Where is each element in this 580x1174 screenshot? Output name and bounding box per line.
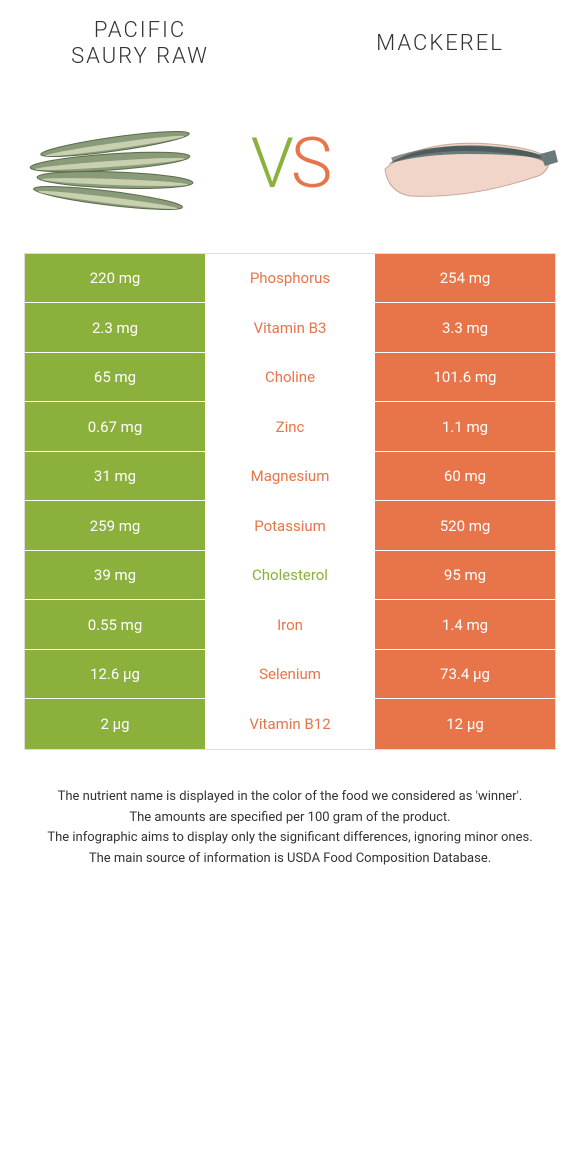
left-food-title: PACIFIC SAURY RAW bbox=[40, 18, 240, 71]
left-food-image bbox=[20, 99, 210, 229]
footer-line-2: The amounts are specified per 100 gram o… bbox=[36, 809, 544, 828]
footer-notes: The nutrient name is displayed in the co… bbox=[36, 788, 544, 869]
table-row: 65 mgCholine101.6 mg bbox=[25, 353, 555, 403]
footer-line-1: The nutrient name is displayed in the co… bbox=[36, 788, 544, 807]
left-value: 31 mg bbox=[25, 452, 205, 501]
left-value: 220 mg bbox=[25, 254, 205, 303]
left-value: 259 mg bbox=[25, 501, 205, 550]
left-value: 12.6 µg bbox=[25, 650, 205, 699]
left-value: 2.3 mg bbox=[25, 303, 205, 352]
right-value: 101.6 mg bbox=[375, 353, 555, 402]
footer-line-4: The main source of information is USDA F… bbox=[36, 850, 544, 869]
images-row: VS bbox=[0, 83, 580, 253]
table-row: 2.3 mgVitamin B33.3 mg bbox=[25, 303, 555, 353]
right-value: 254 mg bbox=[375, 254, 555, 303]
table-row: 39 mgCholesterol95 mg bbox=[25, 551, 555, 601]
table-row: 0.55 mgIron1.4 mg bbox=[25, 600, 555, 650]
right-value: 73.4 µg bbox=[375, 650, 555, 699]
vs-label: VS bbox=[251, 123, 330, 205]
vs-s-letter: S bbox=[291, 123, 330, 205]
nutrient-label: Zinc bbox=[205, 402, 375, 451]
right-value: 1.1 mg bbox=[375, 402, 555, 451]
nutrient-label: Vitamin B12 bbox=[205, 699, 375, 749]
right-value: 95 mg bbox=[375, 551, 555, 600]
table-row: 12.6 µgSelenium73.4 µg bbox=[25, 650, 555, 700]
footer-line-3: The infographic aims to display only the… bbox=[36, 829, 544, 848]
right-value: 1.4 mg bbox=[375, 600, 555, 649]
nutrient-label: Cholesterol bbox=[205, 551, 375, 600]
nutrient-label: Magnesium bbox=[205, 452, 375, 501]
table-row: 259 mgPotassium520 mg bbox=[25, 501, 555, 551]
left-value: 65 mg bbox=[25, 353, 205, 402]
left-value: 39 mg bbox=[25, 551, 205, 600]
nutrient-label: Vitamin B3 bbox=[205, 303, 375, 352]
header: PACIFIC SAURY RAW MACKEREL bbox=[0, 0, 580, 83]
nutrient-label: Iron bbox=[205, 600, 375, 649]
left-value: 0.67 mg bbox=[25, 402, 205, 451]
table-row: 31 mgMagnesium60 mg bbox=[25, 452, 555, 502]
table-row: 0.67 mgZinc1.1 mg bbox=[25, 402, 555, 452]
left-value: 2 µg bbox=[25, 699, 205, 749]
left-value: 0.55 mg bbox=[25, 600, 205, 649]
nutrient-table: 220 mgPhosphorus254 mg2.3 mgVitamin B33.… bbox=[24, 253, 556, 750]
right-value: 520 mg bbox=[375, 501, 555, 550]
nutrient-label: Phosphorus bbox=[205, 254, 375, 303]
right-food-image bbox=[370, 99, 560, 229]
right-value: 12 µg bbox=[375, 699, 555, 749]
right-food-title: MACKEREL bbox=[340, 31, 540, 57]
right-value: 3.3 mg bbox=[375, 303, 555, 352]
nutrient-label: Selenium bbox=[205, 650, 375, 699]
vs-v-letter: V bbox=[251, 123, 291, 205]
table-row: 220 mgPhosphorus254 mg bbox=[25, 254, 555, 304]
right-value: 60 mg bbox=[375, 452, 555, 501]
table-row: 2 µgVitamin B1212 µg bbox=[25, 699, 555, 749]
nutrient-label: Choline bbox=[205, 353, 375, 402]
nutrient-label: Potassium bbox=[205, 501, 375, 550]
